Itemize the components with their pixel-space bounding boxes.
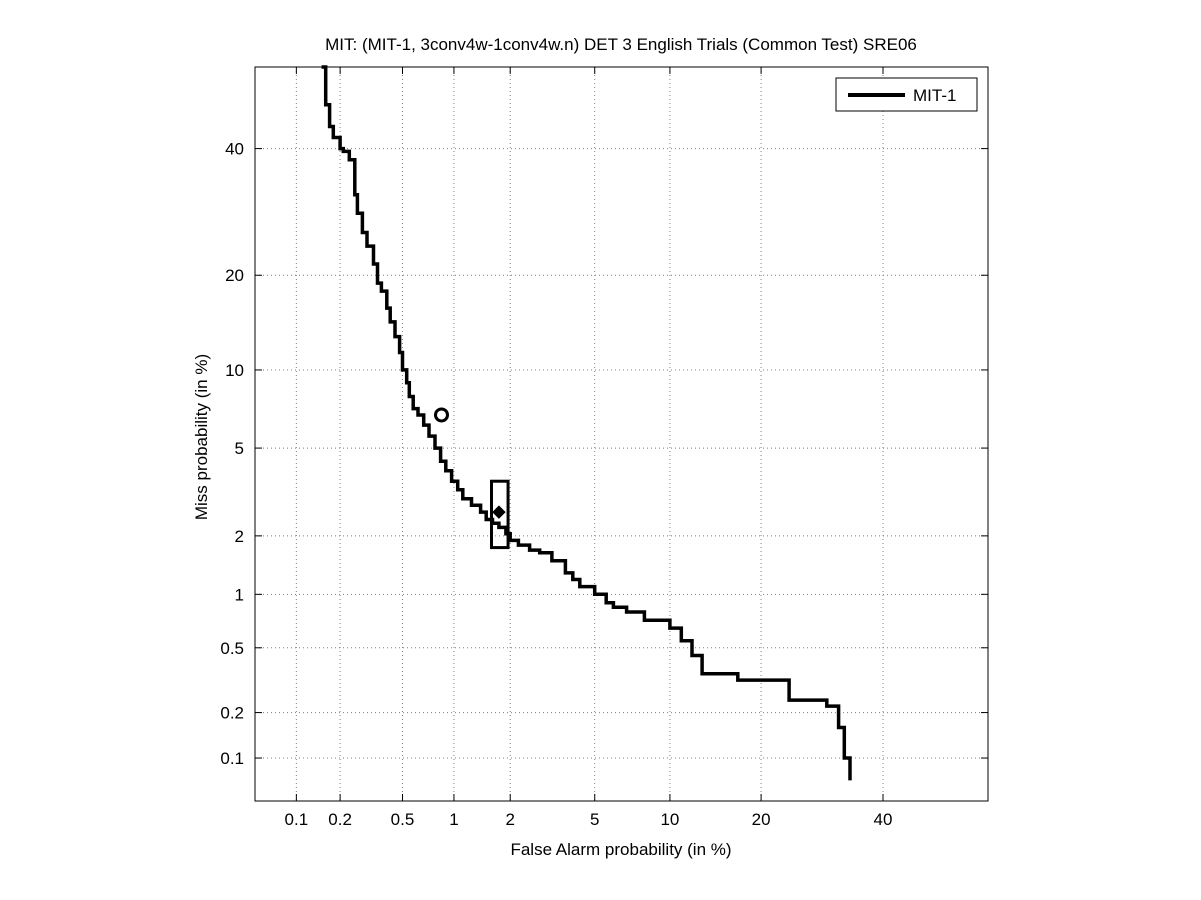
y-tick-label: 5 xyxy=(235,439,244,458)
y-tick-label: 2 xyxy=(235,527,244,546)
y-tick-label: 1 xyxy=(235,585,244,604)
y-tick-labels: 0.1 0.2 0.5 1 2 5 10 20 40 xyxy=(220,140,244,768)
x-tick-label: 0.1 xyxy=(285,810,309,829)
x-tick-label: 2 xyxy=(505,810,514,829)
legend: MIT-1 xyxy=(835,77,978,112)
ticks xyxy=(255,67,988,801)
x-tick-label: 1 xyxy=(449,810,458,829)
y-tick-label: 10 xyxy=(225,361,244,380)
y-tick-label: 0.5 xyxy=(220,639,244,658)
y-tick-label: 40 xyxy=(225,140,244,159)
x-tick-label: 40 xyxy=(874,810,893,829)
x-tick-label: 0.2 xyxy=(328,810,352,829)
series-group xyxy=(321,65,852,781)
x-tick-label: 10 xyxy=(660,810,679,829)
x-tick-label: 20 xyxy=(752,810,771,829)
legend-label-mit-1: MIT-1 xyxy=(913,86,956,105)
y-tick-label: 0.2 xyxy=(220,704,244,723)
series-line-mit-1 xyxy=(321,65,852,781)
min-dcf-marker xyxy=(433,407,449,423)
y-tick-label: 20 xyxy=(225,266,244,285)
chart-title: MIT: (MIT-1, 3conv4w-1conv4w.n) DET 3 En… xyxy=(325,35,917,54)
x-tick-labels: 0.1 0.2 0.5 1 2 5 10 20 40 xyxy=(285,810,893,829)
x-tick-label: 0.5 xyxy=(391,810,415,829)
x-axis-label: False Alarm probability (in %) xyxy=(510,840,731,859)
legend-box xyxy=(835,77,978,112)
plot-area xyxy=(255,67,988,801)
y-tick-label: 0.1 xyxy=(220,749,244,768)
axes-frame xyxy=(254,66,989,802)
actual-dcf-marker xyxy=(492,505,506,519)
confidence-box-marker xyxy=(489,479,510,550)
x-tick-label: 5 xyxy=(590,810,599,829)
y-axis-label: Miss probability (in %) xyxy=(192,354,211,520)
